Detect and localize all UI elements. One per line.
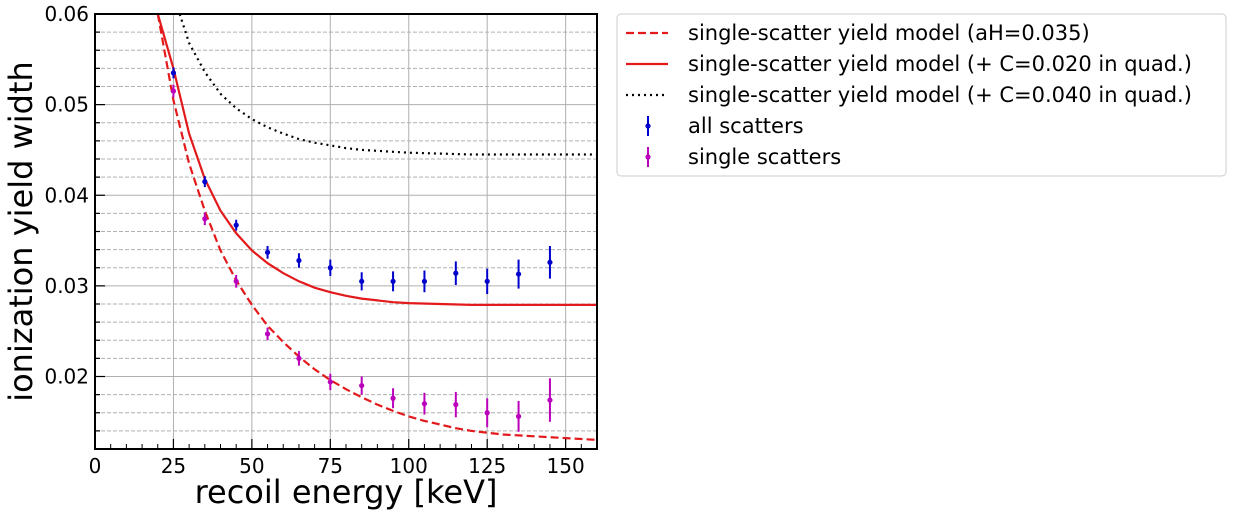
legend-label: single-scatter yield model (+ C=0.040 in…	[688, 83, 1192, 107]
y-tick-label: 0.02	[44, 365, 89, 389]
x-tick-label: 125	[468, 454, 506, 478]
legend-label: all scatters	[688, 114, 804, 138]
data-point	[170, 70, 177, 76]
x-tick-label: 75	[318, 454, 343, 478]
legend-label: single scatters	[688, 145, 841, 169]
data-point	[390, 395, 396, 401]
data-point	[170, 88, 177, 94]
y-tick-label: 0.03	[44, 274, 89, 298]
data-point	[484, 278, 490, 284]
model-line	[156, 14, 597, 306]
y-axis-title: ionization yield width	[2, 61, 40, 402]
data-point	[296, 257, 302, 264]
data-point	[547, 259, 553, 265]
data-point	[233, 222, 239, 228]
x-axis-title: recoil energy [keV]	[195, 473, 498, 511]
data-point	[327, 265, 333, 271]
data-point	[390, 278, 396, 284]
data-point	[359, 382, 365, 389]
y-tick-label: 0.06	[44, 2, 89, 26]
legend: single-scatter yield model (aH=0.035) sin…	[616, 13, 1227, 177]
data-point	[202, 179, 208, 185]
data-point	[296, 355, 302, 361]
legend-label: single-scatter yield model (aH=0.035)	[688, 21, 1090, 45]
y-tick-label: 0.04	[44, 183, 89, 207]
data-point	[453, 270, 459, 276]
data-points	[170, 67, 553, 432]
x-tick-label: 25	[161, 454, 186, 478]
legend-label: single-scatter yield model (+ C=0.020 in…	[688, 52, 1192, 76]
model-curves	[156, 14, 597, 441]
data-point	[327, 379, 333, 385]
data-point	[453, 401, 459, 408]
data-point	[264, 249, 271, 255]
legend-marker-swatch	[645, 123, 651, 129]
model-line	[178, 14, 597, 156]
legend-box	[616, 13, 1227, 177]
data-point	[421, 401, 428, 407]
data-point	[264, 331, 271, 337]
grid	[95, 14, 597, 449]
axis-ticks: 0 25 50 75 100 125 150 0.02 0.03 0.04 0.05 0.06	[44, 2, 584, 478]
x-tick-label: 100	[390, 454, 428, 478]
data-point	[547, 397, 553, 403]
x-tick-label: 150	[547, 454, 585, 478]
x-tick-label: 50	[239, 454, 264, 478]
legend-marker-swatch	[645, 154, 651, 160]
data-point	[202, 216, 208, 222]
data-point	[484, 410, 490, 416]
data-point	[515, 271, 522, 277]
model-line	[156, 14, 597, 441]
y-tick-label: 0.05	[44, 93, 89, 117]
x-tick-label: 0	[89, 454, 102, 478]
data-point	[421, 278, 428, 284]
data-point	[359, 278, 365, 284]
data-point	[515, 413, 522, 419]
data-point	[233, 278, 239, 284]
